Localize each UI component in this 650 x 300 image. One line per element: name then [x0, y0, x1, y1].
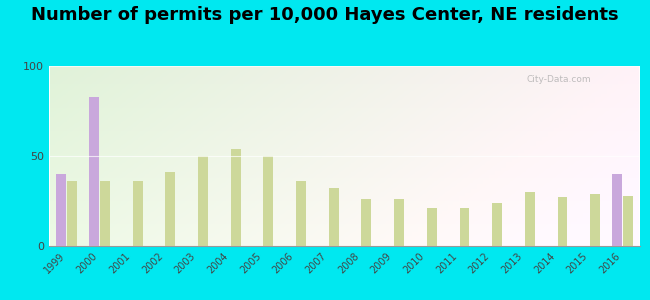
Bar [612, 174, 621, 246]
Bar [361, 199, 371, 246]
Bar [492, 203, 502, 246]
Bar [427, 208, 437, 246]
Bar [590, 194, 600, 246]
Bar [165, 172, 176, 246]
Bar [460, 208, 469, 246]
Bar [623, 196, 632, 246]
Bar [57, 174, 66, 246]
Bar [263, 156, 273, 246]
Bar [394, 199, 404, 246]
Bar [68, 181, 77, 246]
Bar [296, 181, 306, 246]
Bar [133, 181, 142, 246]
Bar [329, 188, 339, 246]
Bar [231, 149, 240, 246]
Text: City-Data.com: City-Data.com [527, 75, 592, 84]
Bar [525, 192, 535, 246]
Bar [198, 156, 208, 246]
Text: Number of permits per 10,000 Hayes Center, NE residents: Number of permits per 10,000 Hayes Cente… [31, 6, 619, 24]
Bar [100, 181, 110, 246]
Bar [89, 97, 99, 246]
Bar [558, 197, 567, 246]
